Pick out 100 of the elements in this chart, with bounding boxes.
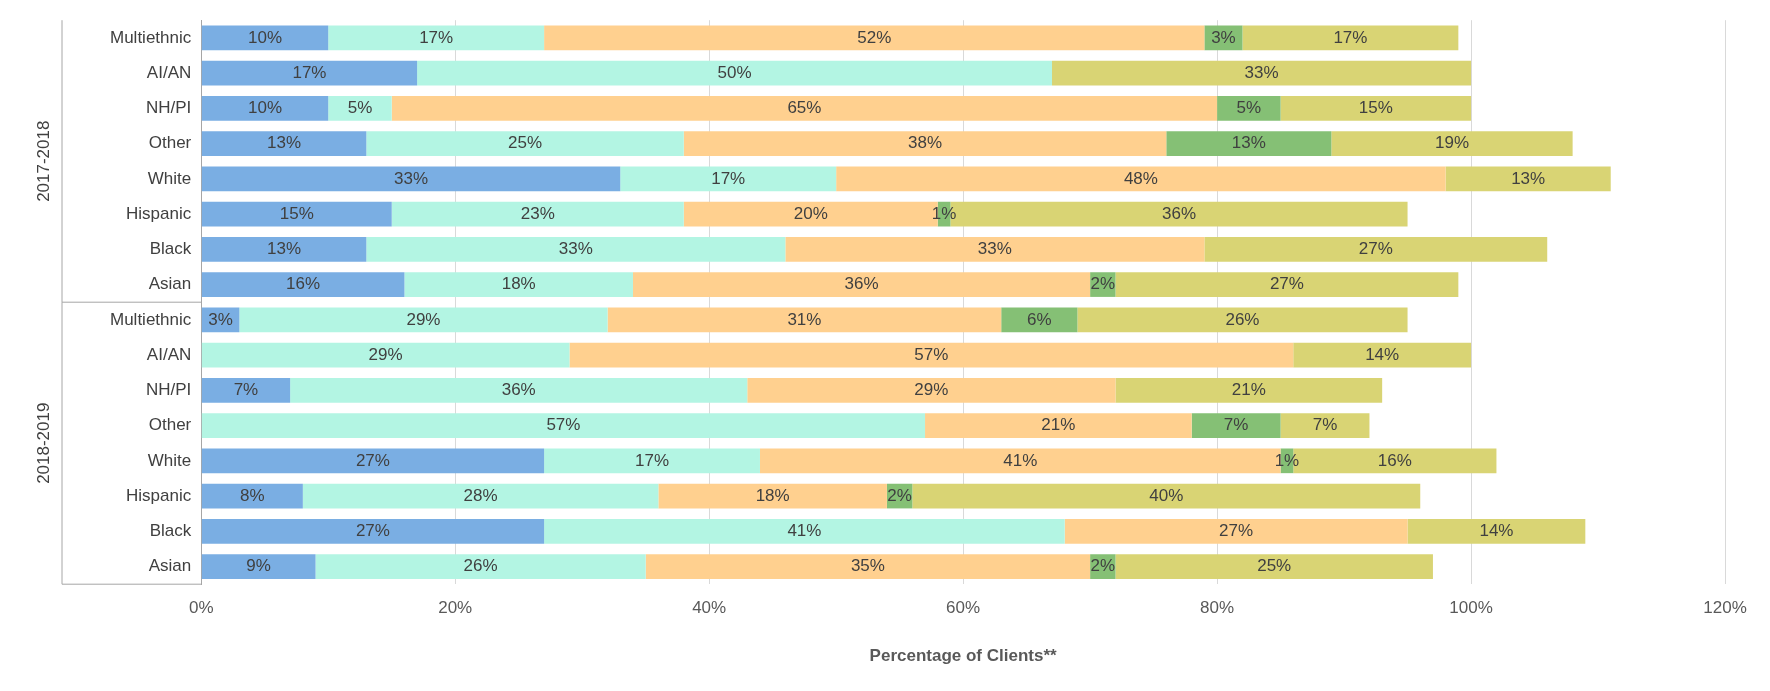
- data-label: 7%: [1223, 415, 1249, 435]
- text: 2018-2019: [33, 402, 53, 484]
- bar: [1204, 236, 1548, 262]
- data-label: 57%: [914, 344, 949, 364]
- bar: [1217, 95, 1281, 121]
- x-tick-label: 100%: [1449, 598, 1493, 618]
- data-label: 17%: [635, 450, 670, 470]
- y-tick-label: White: [147, 450, 192, 470]
- data-label: 33%: [977, 239, 1012, 259]
- data-label: 40%: [1149, 485, 1184, 505]
- bar: [683, 131, 1167, 156]
- data-label: 29%: [914, 380, 949, 400]
- y-tick-label: Black: [149, 521, 192, 541]
- data-label: 57%: [546, 415, 581, 435]
- data-label: 2%: [887, 485, 912, 505]
- data-label: 10%: [247, 27, 283, 47]
- data-label: 33%: [1244, 62, 1279, 82]
- data-label: 36%: [501, 380, 536, 400]
- bar: [201, 377, 291, 403]
- data-label: 27%: [355, 521, 390, 541]
- bar: [201, 236, 367, 262]
- data-label: 18%: [755, 485, 790, 505]
- data-label: 27%: [1219, 521, 1254, 541]
- bar: [290, 377, 748, 403]
- data-label: 17%: [711, 168, 746, 188]
- x-tick-label: 80%: [1200, 598, 1235, 618]
- data-label: 13%: [267, 239, 302, 259]
- bar: [836, 166, 1446, 192]
- data-label: 36%: [1161, 203, 1197, 223]
- bar: [201, 448, 545, 474]
- bar: [1191, 413, 1281, 438]
- data-label: 33%: [394, 168, 429, 188]
- bar: [1064, 518, 1408, 544]
- bar: [925, 413, 1192, 438]
- bar: [658, 483, 887, 509]
- data-label: 7%: [233, 380, 259, 400]
- bar: [785, 236, 1205, 262]
- data-label: 7%: [1312, 415, 1338, 435]
- y-tick-label: Hispanic: [126, 203, 192, 223]
- data-label: 13%: [267, 133, 302, 153]
- x-tick-label: 120%: [1703, 598, 1747, 618]
- data-label: 41%: [787, 521, 822, 541]
- bar: [391, 95, 1218, 121]
- data-label: 5%: [347, 98, 373, 118]
- y-tick-label: AI/AN: [146, 62, 192, 82]
- bar: [391, 201, 684, 227]
- bar: [544, 518, 1065, 544]
- data-label: 16%: [1377, 450, 1412, 470]
- y-tick-label: Other: [148, 415, 192, 435]
- data-label: 28%: [463, 485, 498, 505]
- data-label: 21%: [1231, 380, 1266, 400]
- bar: [328, 25, 545, 51]
- data-label: 23%: [520, 203, 555, 223]
- bar: [239, 307, 608, 333]
- data-label: 38%: [908, 133, 943, 153]
- data-label: 31%: [787, 309, 822, 329]
- bar: [201, 483, 303, 509]
- data-label: 50%: [717, 62, 752, 82]
- bar: [1115, 377, 1383, 403]
- x-tick-label: 40%: [692, 598, 727, 618]
- data-label: 35%: [850, 556, 885, 576]
- y-tick-label: Multiethnic: [109, 27, 192, 47]
- bar: [201, 272, 405, 297]
- bar: [201, 518, 545, 544]
- bar: [1166, 131, 1332, 156]
- data-label: 17%: [419, 27, 454, 47]
- data-label: 15%: [1358, 98, 1393, 118]
- bar: [645, 554, 1091, 579]
- x-tick-label: 20%: [438, 598, 473, 618]
- bar: [1001, 307, 1078, 333]
- data-label: 27%: [355, 450, 390, 470]
- bar: [632, 272, 1091, 297]
- data-label: 33%: [558, 239, 593, 259]
- data-label: 16%: [286, 274, 321, 294]
- data-label: 25%: [1257, 556, 1292, 576]
- data-label: 17%: [1333, 27, 1368, 47]
- data-label: 29%: [368, 344, 403, 364]
- data-label: 14%: [1365, 344, 1400, 364]
- y-tick-label: Multiethnic: [109, 309, 192, 329]
- data-label: 3%: [1211, 27, 1236, 47]
- bar: [201, 554, 316, 579]
- data-label: 18%: [501, 274, 536, 294]
- bar: [366, 131, 684, 156]
- bar: [201, 95, 329, 121]
- y-tick-label: Asian: [148, 274, 192, 294]
- data-label: 2%: [1090, 274, 1116, 294]
- bar: [1407, 518, 1586, 544]
- bar: [1077, 307, 1408, 333]
- bar: [201, 201, 392, 227]
- x-tick-label: 60%: [946, 598, 981, 618]
- y-tick-label: NH/PI: [145, 380, 192, 400]
- bar: [569, 342, 1294, 368]
- bar: [620, 166, 837, 192]
- bar: [315, 554, 646, 579]
- bar: [328, 95, 392, 121]
- x-axis-title: Percentage of Clients**: [869, 646, 1058, 666]
- data-label: 10%: [247, 98, 283, 118]
- bar: [201, 25, 329, 51]
- bar: [201, 60, 418, 86]
- bar: [1115, 272, 1459, 297]
